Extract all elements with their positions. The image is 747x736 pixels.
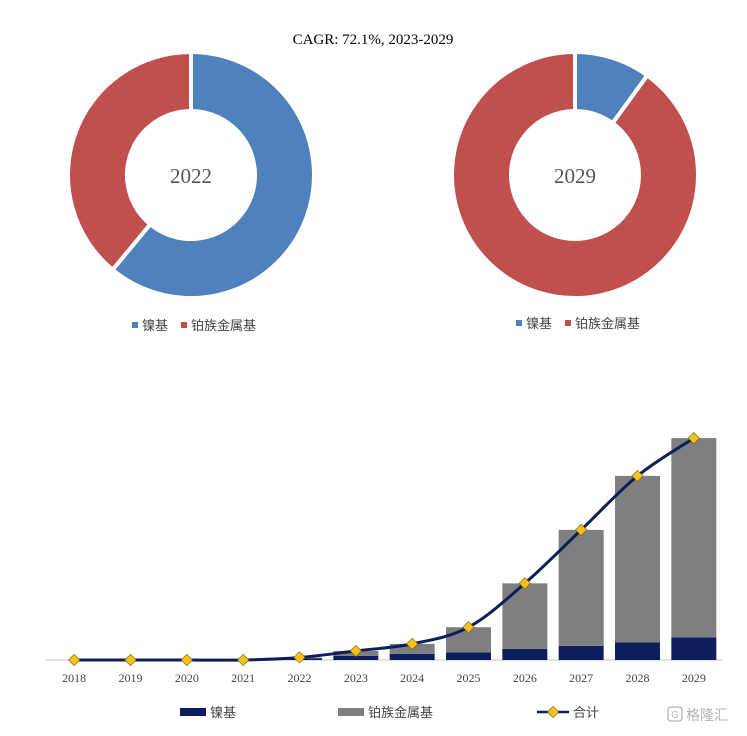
total-marker-2023: [349, 644, 362, 658]
bar-nickel-2025: [446, 652, 491, 660]
total-marker-2029: [687, 432, 700, 445]
legend-swatch-nickel: [516, 320, 522, 326]
legend-swatch-pgm: [565, 320, 571, 326]
legend-label-pgm: 铂族金属基: [191, 318, 256, 333]
x-tick-label-2022: 2022: [288, 671, 312, 685]
watermark-logo-glyph: G: [671, 710, 679, 721]
bar-nickel-2028: [615, 642, 660, 660]
pie-slice-pgm: [450, 49, 700, 300]
x-tick-label-2020: 2020: [175, 671, 199, 685]
bar-pgm-2029: [671, 438, 717, 638]
x-tick-label-2026: 2026: [513, 671, 537, 685]
legend-swatch-nickel: [132, 322, 138, 328]
bar-chart-legend: 镍基 铂族金属基 合计: [180, 705, 599, 720]
total-marker-2024: [406, 637, 419, 650]
bar-pgm-2027: [558, 529, 604, 646]
pie-slice-nickel: [109, 49, 316, 300]
pie-2022-legend: 镍基 铂族金属基: [132, 318, 256, 333]
pie-2029-legend: 镍基 铂族金属基: [516, 316, 640, 331]
total-marker-2025: [462, 621, 475, 634]
bar-nickel-2024: [389, 653, 435, 660]
watermark-logo-box: [667, 706, 683, 722]
total-marker-2026: [518, 577, 531, 590]
bar-nickel-2027: [558, 645, 604, 660]
chart-title: CAGR: 72.1%, 2023-2029: [293, 32, 454, 48]
x-tick-label-2027: 2027: [569, 671, 593, 685]
legend-swatch-nickel-bar: [180, 708, 206, 716]
watermark-text: 格隆汇: [686, 707, 728, 723]
watermark: G 格隆汇: [667, 706, 728, 723]
pie-chart-2029: 2029: [450, 49, 700, 300]
legend-label-pgm: 铂族金属基: [575, 316, 640, 331]
total-marker-2018: [68, 653, 81, 667]
stacked-bar-chart: 2018 2019 2020 2021 2022 2023 2024 2025 2026 2027…: [46, 432, 722, 685]
pie-slice-pgm: [66, 49, 193, 273]
legend-label-nickel: 镍基: [142, 318, 168, 333]
x-tick-label-2025: 2025: [457, 671, 481, 685]
legend-label-total: 合计: [573, 705, 599, 720]
legend-label-pgm-bar: 铂族金属基: [368, 705, 433, 720]
x-tick-label-2024: 2024: [400, 671, 424, 685]
legend-label-nickel: 镍基: [526, 316, 552, 331]
bar-nickel-2023: [333, 655, 379, 660]
legend-label-nickel-bar: 镍基: [210, 705, 236, 720]
x-tick-label-2023: 2023: [344, 671, 368, 685]
total-marker-2027: [575, 523, 588, 536]
total-marker-2021: [237, 653, 250, 667]
pie-center-label: 2022: [170, 164, 212, 188]
pie-chart-2022: 2022: [66, 49, 316, 300]
legend-swatch-pgm-bar: [338, 708, 364, 716]
x-tick-label-2019: 2019: [119, 671, 143, 685]
total-marker-2028: [631, 469, 644, 482]
bar-pgm-2028: [615, 475, 660, 643]
total-marker-2019: [124, 653, 137, 667]
bar-nickel-2026: [502, 648, 548, 660]
bar-nickel-2029: [671, 637, 717, 660]
pie-center-label: 2029: [554, 164, 596, 188]
bar-pgm-2026: [502, 583, 548, 649]
total-marker-2022: [293, 651, 306, 664]
x-tick-label-2029: 2029: [682, 671, 706, 685]
x-tick-label-2021: 2021: [231, 671, 255, 685]
x-tick-label-2018: 2018: [62, 671, 86, 685]
legend-swatch-total-marker: [546, 705, 560, 719]
legend-swatch-pgm: [181, 322, 187, 328]
total-marker-2020: [180, 653, 193, 667]
x-tick-label-2028: 2028: [626, 671, 650, 685]
